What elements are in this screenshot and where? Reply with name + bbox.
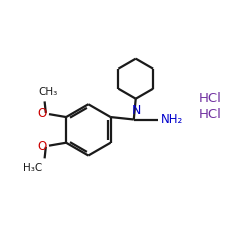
Text: CH₃: CH₃ <box>38 87 57 97</box>
Text: N: N <box>132 104 141 117</box>
Text: NH₂: NH₂ <box>161 112 184 126</box>
Text: HCl: HCl <box>198 92 221 104</box>
Text: H₃C: H₃C <box>23 163 42 173</box>
Text: O: O <box>37 140 46 153</box>
Text: O: O <box>37 107 46 120</box>
Text: HCl: HCl <box>198 108 221 120</box>
